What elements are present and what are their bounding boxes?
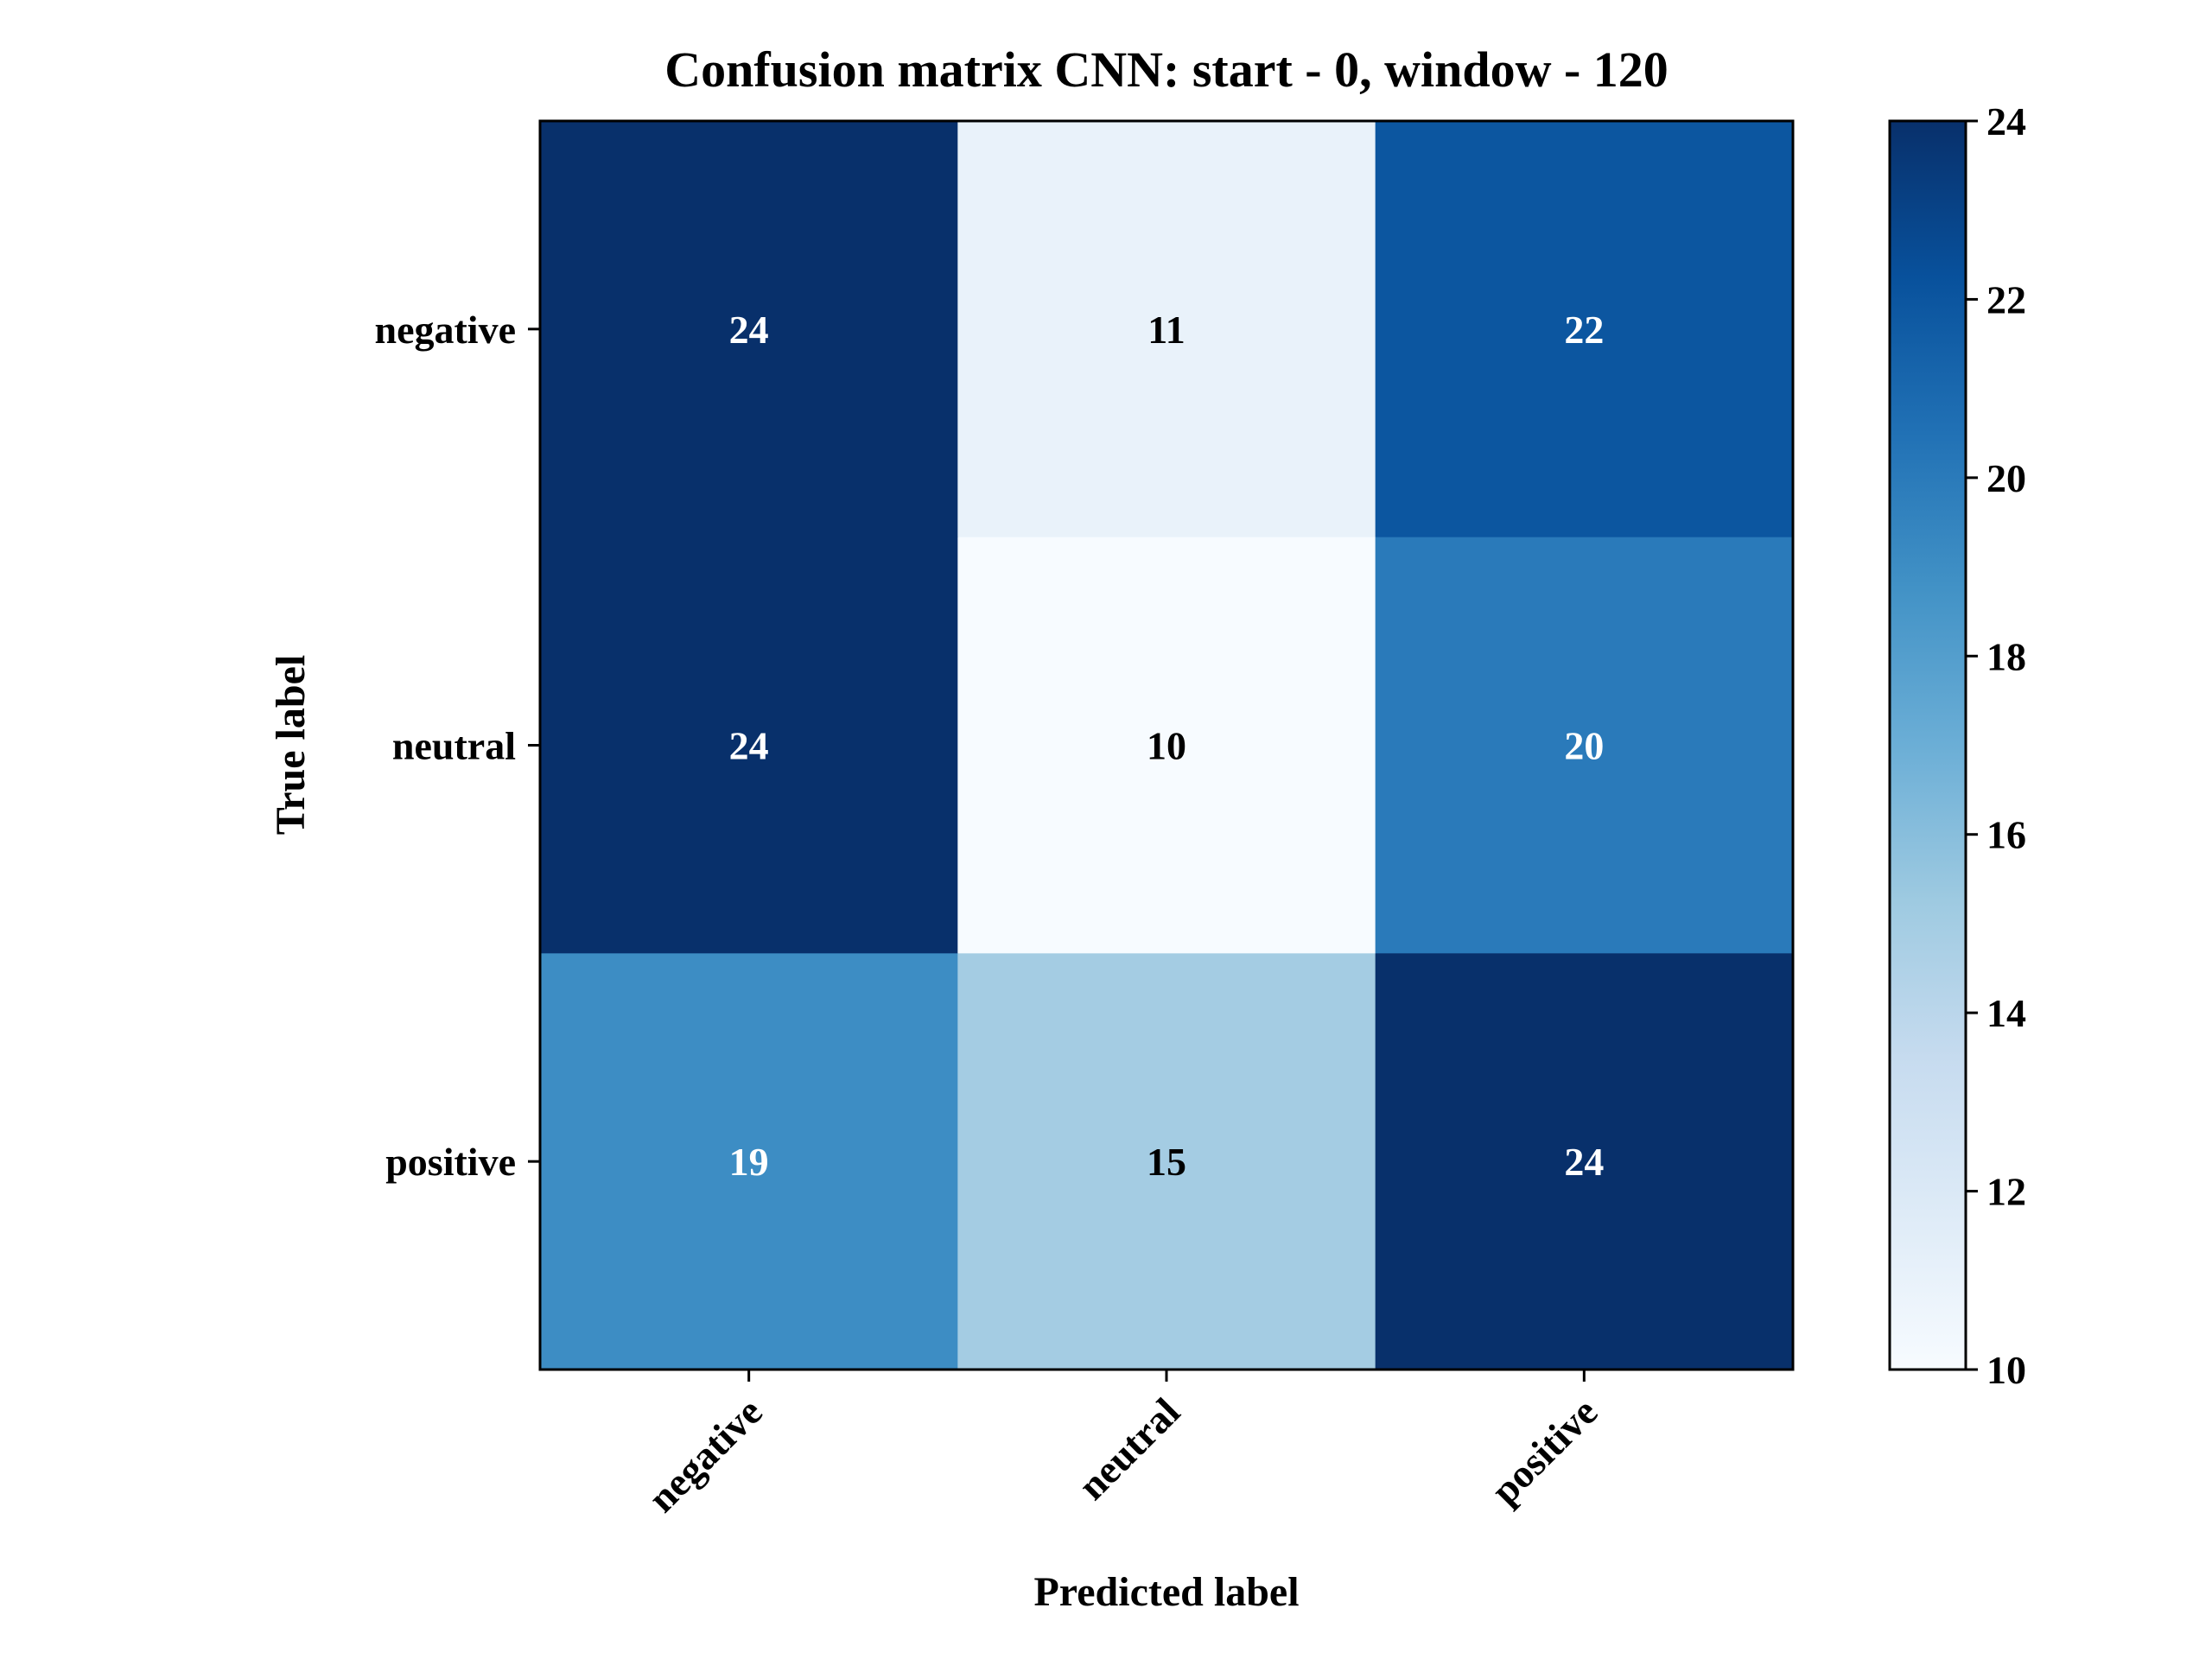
cell-value-label: 22	[1564, 308, 1604, 352]
y-axis-ticks: negative neutral positive	[374, 308, 540, 1184]
cell-value-label: 15	[1147, 1140, 1186, 1184]
cell-value-label: 11	[1147, 308, 1185, 352]
colorbar-tick-label: 14	[1986, 991, 2026, 1035]
heatmap-cells	[540, 121, 1794, 1370]
colorbar-tick-label: 10	[1986, 1348, 2026, 1392]
x-tick-label: positive	[1483, 1389, 1606, 1513]
chart-title: Confusion matrix CNN: start - 0, window …	[664, 41, 1669, 98]
heatmap-cell-neutral-neutral	[957, 537, 1376, 954]
heatmap-cell-negative-positive	[1375, 121, 1794, 538]
colorbar-tick-label: 18	[1986, 634, 2026, 678]
heatmap-cell-neutral-positive	[1375, 537, 1794, 954]
heatmap-cell-positive-positive	[1375, 953, 1794, 1370]
x-axis-ticks: negative neutral positive	[639, 1370, 1605, 1521]
y-axis-label: True label	[268, 655, 314, 835]
cell-value-label: 24	[729, 308, 769, 352]
y-tick-label: positive	[385, 1140, 516, 1184]
heatmap-cell-negative-negative	[540, 121, 958, 538]
colorbar	[1890, 121, 1966, 1370]
cell-value-label: 24	[729, 724, 769, 768]
heatmap-cell-labels: 24 11 22 24 10 20 19 15 24	[729, 308, 1605, 1184]
heatmap-cell-positive-neutral	[957, 953, 1376, 1370]
colorbar-frame	[1888, 119, 1967, 1371]
colorbar-tick-label: 22	[1986, 277, 2026, 321]
x-tick-label: negative	[639, 1389, 771, 1521]
y-tick-label: neutral	[392, 724, 516, 768]
heatmap-cell-neutral-negative	[540, 537, 958, 954]
colorbar-tick-label: 24	[1986, 99, 2026, 143]
colorbar-ticks: 10 12 14 16 18 20 22 24	[1966, 99, 2026, 1392]
colorbar-tick-label: 20	[1986, 456, 2026, 500]
heatmap-cell-positive-negative	[540, 953, 958, 1370]
y-tick-label: negative	[374, 308, 516, 352]
cell-value-label: 24	[1564, 1140, 1604, 1184]
colorbar-tick-label: 16	[1986, 813, 2026, 857]
heatmap-cell-negative-neutral	[957, 121, 1376, 538]
x-axis-label: Predicted label	[1033, 1569, 1299, 1615]
cell-value-label: 19	[729, 1140, 769, 1184]
x-tick-label: neutral	[1070, 1389, 1188, 1508]
colorbar-tick-label: 12	[1986, 1170, 2026, 1214]
cell-value-label: 10	[1147, 724, 1186, 768]
cell-value-label: 20	[1564, 724, 1604, 768]
